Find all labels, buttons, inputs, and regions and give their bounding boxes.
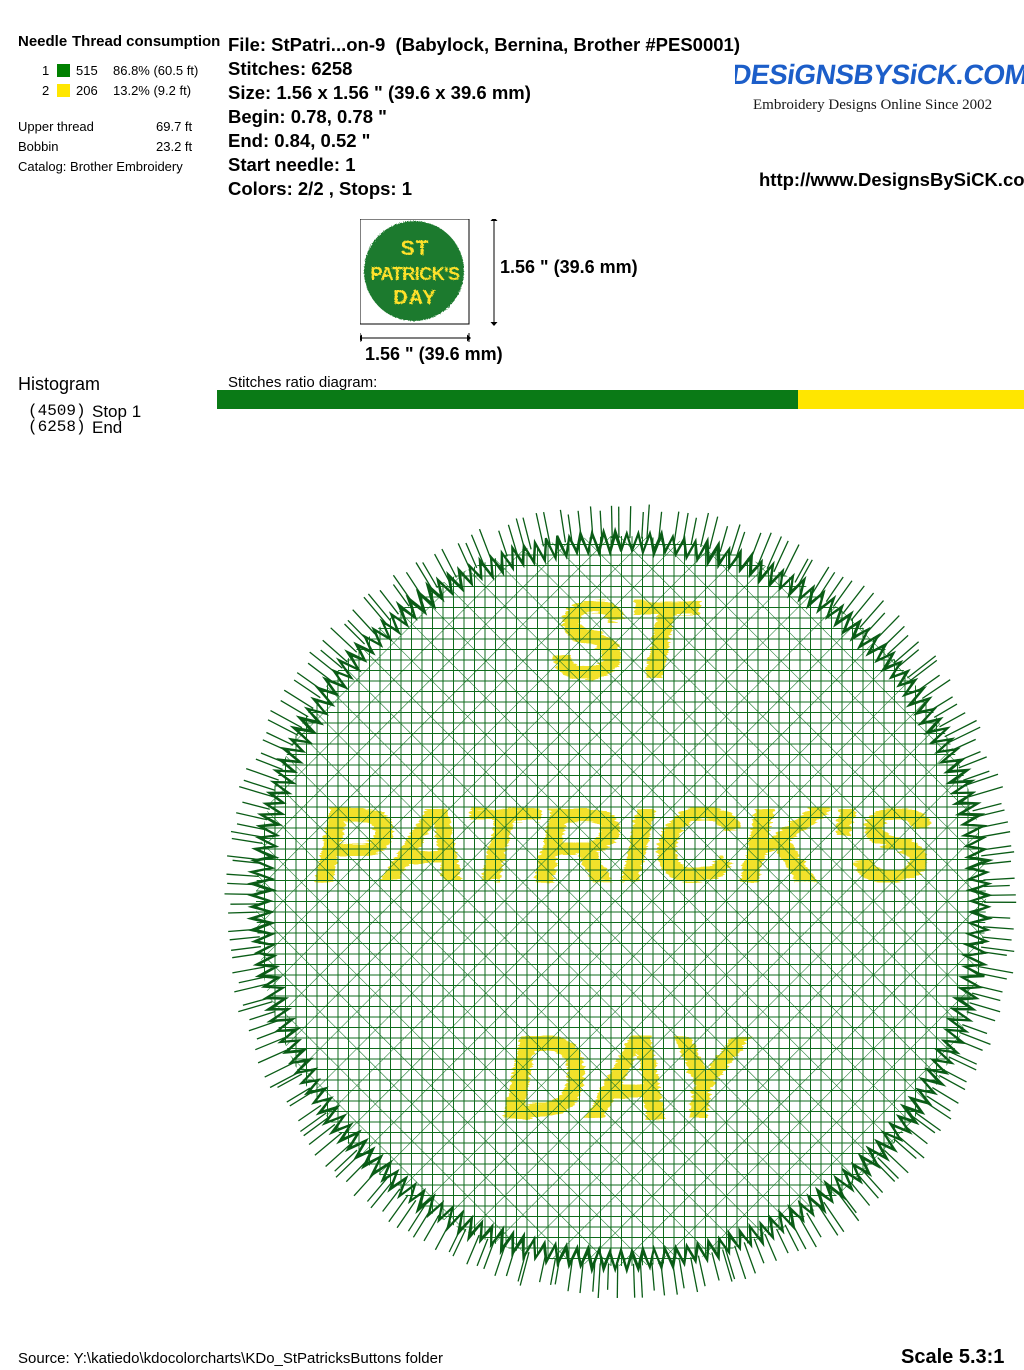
svg-text:DESiGNSBYSiCK.COM: DESiGNSBYSiCK.COM xyxy=(735,59,1024,90)
svg-text:DAY: DAY xyxy=(393,287,436,309)
svg-text:ST: ST xyxy=(401,237,430,260)
svg-text:PATRICK'S: PATRICK'S xyxy=(370,264,460,284)
